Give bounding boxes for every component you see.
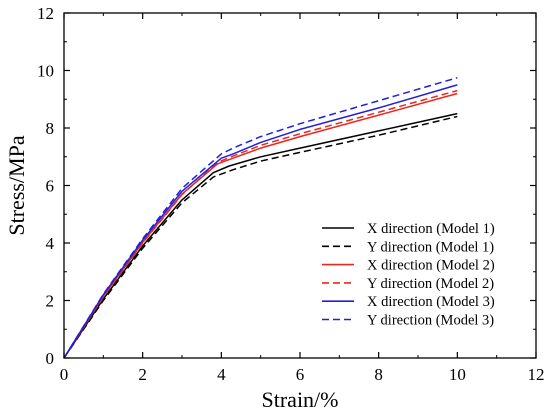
y-tick-label: 6	[46, 177, 55, 196]
x-tick-label: 8	[374, 365, 383, 384]
legend: X direction (Model 1) Y direction (Model …	[322, 221, 495, 329]
x-tick-label: 6	[296, 365, 305, 384]
x-tick-label: 10	[449, 365, 466, 384]
axis-ticks	[63, 12, 537, 359]
y-tick-label: 10	[37, 62, 54, 81]
series-line	[63, 89, 458, 359]
series-line	[63, 92, 458, 359]
plot-lines	[63, 76, 458, 359]
y-tick-label: 0	[46, 349, 55, 368]
series-line	[63, 115, 458, 359]
series-line	[63, 112, 458, 359]
y-tick-label: 2	[46, 292, 55, 311]
y-tick-label: 12	[37, 4, 54, 23]
x-tick-label: 0	[60, 365, 69, 384]
legend-label: Y direction (Model 3)	[367, 313, 494, 329]
x-tick-label: 12	[528, 365, 545, 384]
y-tick-label: 4	[46, 234, 55, 253]
axis-tick-labels: 0 2 4 6 8 10 12 0 2 4 6 8 10 12	[37, 4, 545, 384]
y-tick-label: 8	[46, 119, 55, 138]
legend-label: Y direction (Model 1)	[367, 239, 494, 255]
y-axis-title: Stress/MPa	[4, 135, 29, 235]
legend-label: Y direction (Model 2)	[367, 276, 494, 292]
series-line	[63, 84, 458, 359]
x-axis-title: Strain/%	[262, 387, 339, 412]
x-tick-label: 2	[138, 365, 147, 384]
x-tick-label: 4	[217, 365, 226, 384]
legend-label: X direction (Model 3)	[367, 294, 495, 310]
legend-label: X direction (Model 2)	[367, 258, 495, 274]
legend-label: X direction (Model 1)	[367, 221, 495, 237]
series-line	[63, 76, 458, 359]
